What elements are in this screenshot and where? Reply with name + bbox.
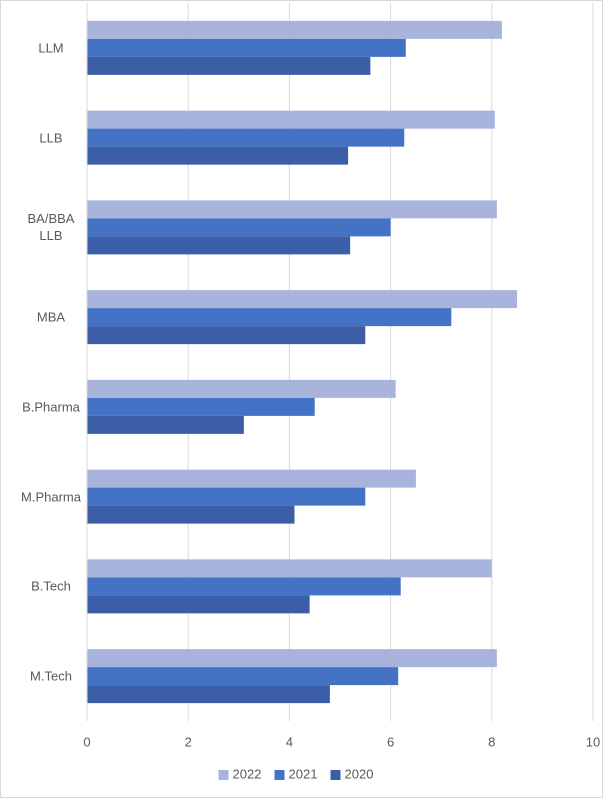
y-tick-label: B.Pharma bbox=[22, 399, 80, 415]
bar bbox=[87, 218, 391, 237]
legend-swatch bbox=[218, 770, 229, 780]
x-tick-label: 8 bbox=[488, 734, 495, 749]
bar bbox=[87, 290, 518, 309]
bar bbox=[87, 146, 349, 165]
legend-swatch bbox=[330, 770, 341, 780]
y-tick-label: BA/BBA LLB bbox=[27, 211, 75, 244]
y-tick-label: M.Pharma bbox=[21, 489, 81, 505]
bar bbox=[87, 505, 295, 524]
bar bbox=[87, 649, 497, 668]
y-tick-label: LLM bbox=[38, 40, 64, 56]
bar bbox=[87, 685, 330, 704]
legend-label: 2021 bbox=[289, 766, 318, 781]
legend-swatch bbox=[274, 770, 285, 780]
x-tick-label: 4 bbox=[286, 734, 293, 749]
bar bbox=[87, 379, 396, 398]
legend-label: 2022 bbox=[233, 766, 262, 781]
bar bbox=[87, 308, 452, 327]
bar bbox=[87, 595, 310, 614]
bar bbox=[87, 20, 502, 39]
bar bbox=[87, 38, 406, 57]
y-tick-label: M.Tech bbox=[30, 668, 72, 684]
bar bbox=[87, 110, 495, 129]
bar bbox=[87, 469, 416, 488]
bar bbox=[87, 415, 244, 434]
y-tick-label: LLB bbox=[39, 130, 63, 146]
bar bbox=[87, 487, 366, 506]
bar bbox=[87, 577, 401, 596]
y-tick-label: MBA bbox=[36, 309, 66, 325]
legend-label: 2020 bbox=[345, 766, 374, 781]
bar bbox=[87, 236, 351, 255]
x-tick-label: 0 bbox=[83, 734, 90, 749]
x-tick-label: 10 bbox=[586, 734, 600, 749]
bar bbox=[87, 200, 497, 219]
y-tick-label: B.Tech bbox=[31, 578, 71, 594]
x-tick-label: 2 bbox=[185, 734, 192, 749]
bar bbox=[87, 397, 315, 416]
bar bbox=[87, 559, 492, 578]
bar bbox=[87, 128, 405, 147]
bar bbox=[87, 56, 371, 75]
bar bbox=[87, 326, 366, 345]
x-tick-label: 6 bbox=[387, 734, 394, 749]
bar bbox=[87, 667, 399, 686]
